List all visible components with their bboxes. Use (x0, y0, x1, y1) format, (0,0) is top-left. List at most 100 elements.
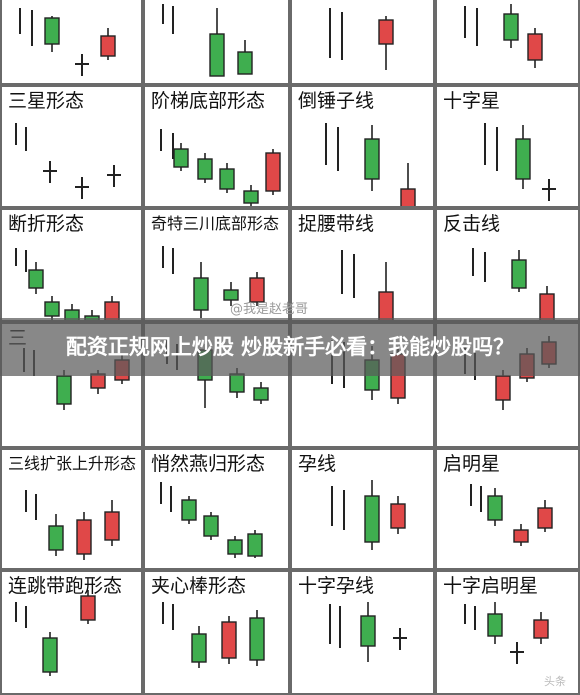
bearish-candle (243, 185, 259, 206)
pattern-title: 阶梯底部形态 (151, 90, 266, 112)
bearish-candle (173, 143, 189, 171)
bearish-candle (42, 632, 58, 676)
pattern-title: 三线扩张上升形态 (8, 454, 137, 473)
bearish-candle (64, 304, 80, 320)
bearish-candle (219, 163, 235, 193)
candlestick-chart (472, 248, 555, 320)
candlestick-chart (331, 480, 406, 550)
weibo-watermark: @我是赵老哥 (230, 302, 309, 317)
pattern-cell (290, 0, 435, 85)
doji-candle (510, 642, 524, 664)
pattern-cell: 十字星 (435, 85, 580, 208)
pattern-title: 十字孕线 (298, 575, 375, 597)
candlestick-chart (325, 123, 416, 206)
bearish-candle (515, 125, 531, 189)
pattern-title: 捉腰带线 (298, 213, 375, 235)
candlestick-chart (329, 8, 394, 70)
pattern-title: 夹心棒形态 (151, 575, 247, 597)
pattern-cell: 孕线 (290, 448, 435, 570)
candlestick-chart (470, 484, 553, 546)
bearish-candle (48, 514, 64, 556)
candlestick-chart (162, 246, 265, 318)
pattern-cell: 夹心棒形态 (143, 570, 290, 695)
bullish-candle (104, 296, 120, 320)
candlestick-chart (464, 4, 543, 68)
bullish-candle (265, 149, 281, 195)
bullish-candle (378, 262, 394, 320)
bearish-candle (56, 370, 72, 410)
candlestick-chart (160, 482, 263, 558)
pattern-title: 奇特三川底部形态 (151, 214, 280, 233)
bullish-candle (539, 286, 555, 320)
bullish-candle (378, 16, 394, 70)
bearish-candle (487, 602, 503, 644)
candlestick-chart (160, 129, 281, 206)
candlestick-chart (162, 4, 253, 77)
pattern-title: 反击线 (443, 213, 501, 235)
bearish-candle (223, 282, 239, 306)
bearish-candle (237, 40, 253, 75)
title-banner: 配资正规网上炒股 炒股新手必看：我能炒股吗？ (0, 318, 580, 376)
doji-candle (542, 179, 556, 201)
bullish-candle (90, 370, 106, 394)
corner-watermark: 头条 (544, 675, 566, 688)
bullish-candle (533, 612, 549, 644)
bullish-candle (100, 28, 116, 60)
pattern-cell: 十字启明星 (435, 570, 580, 695)
bearish-candle (197, 153, 213, 183)
pattern-cell (0, 0, 143, 85)
bullish-candle (390, 496, 406, 534)
candlestick-chart (484, 123, 556, 201)
pattern-cell: 倒锤子线 (290, 85, 435, 208)
bullish-candle (400, 163, 416, 206)
pattern-title: 连跳带跑形态 (8, 575, 123, 597)
pattern-title: 启明星 (443, 453, 501, 475)
candlestick-chart (15, 123, 121, 199)
pattern-cell: 捉腰带线 (290, 208, 435, 322)
candlestick-chart (25, 490, 120, 560)
bullish-candle (495, 370, 511, 410)
bullish-candle (527, 28, 543, 68)
bearish-candle (203, 512, 219, 540)
doji-candle (75, 177, 89, 199)
bearish-candle (44, 16, 60, 52)
bearish-candle (364, 125, 380, 191)
pattern-cell: 连跳带跑形态 (0, 570, 143, 695)
doji-candle (107, 165, 121, 187)
pattern-cell: 十字孕线 (290, 570, 435, 695)
bearish-candle (249, 610, 265, 666)
pattern-title: 孕线 (298, 453, 337, 475)
pattern-cell: 断折形态 (0, 208, 143, 322)
pattern-cell: 三星形态 (0, 85, 143, 208)
bearish-candle (28, 262, 44, 294)
bearish-candle (191, 626, 207, 668)
pattern-cell (435, 0, 580, 85)
bearish-candle (193, 262, 209, 318)
candlestick-chart (15, 590, 96, 676)
bearish-candle (44, 296, 60, 320)
bearish-candle (247, 530, 263, 558)
pattern-title: 三星形态 (8, 90, 85, 112)
bearish-candle (364, 480, 380, 550)
candlestick-chart (329, 602, 407, 662)
pattern-cell: 阶梯底部形态 (143, 85, 290, 208)
bearish-candle (487, 488, 503, 526)
doji-candle (393, 628, 407, 650)
pattern-cell: 启明星 (435, 448, 580, 570)
candlestick-chart (19, 8, 116, 76)
bullish-candle (513, 524, 529, 546)
candlestick-chart (162, 602, 265, 668)
pattern-title: 倒锤子线 (298, 90, 375, 112)
pattern-title: 十字启明星 (443, 575, 539, 597)
bearish-candle (253, 382, 269, 404)
pattern-title: 悄然燕归形态 (151, 453, 266, 475)
candlestick-chart (341, 250, 394, 320)
bullish-candle (221, 616, 237, 664)
pattern-title: 十字星 (443, 90, 501, 112)
bullish-candle (537, 500, 553, 532)
bullish-candle (104, 500, 120, 546)
doji-candle (43, 161, 57, 183)
banner-title: 配资正规网上炒股 炒股新手必看：我能炒股吗？ (65, 335, 515, 359)
bearish-candle (227, 536, 243, 558)
pattern-cell: 三线扩张上升形态 (0, 448, 143, 570)
